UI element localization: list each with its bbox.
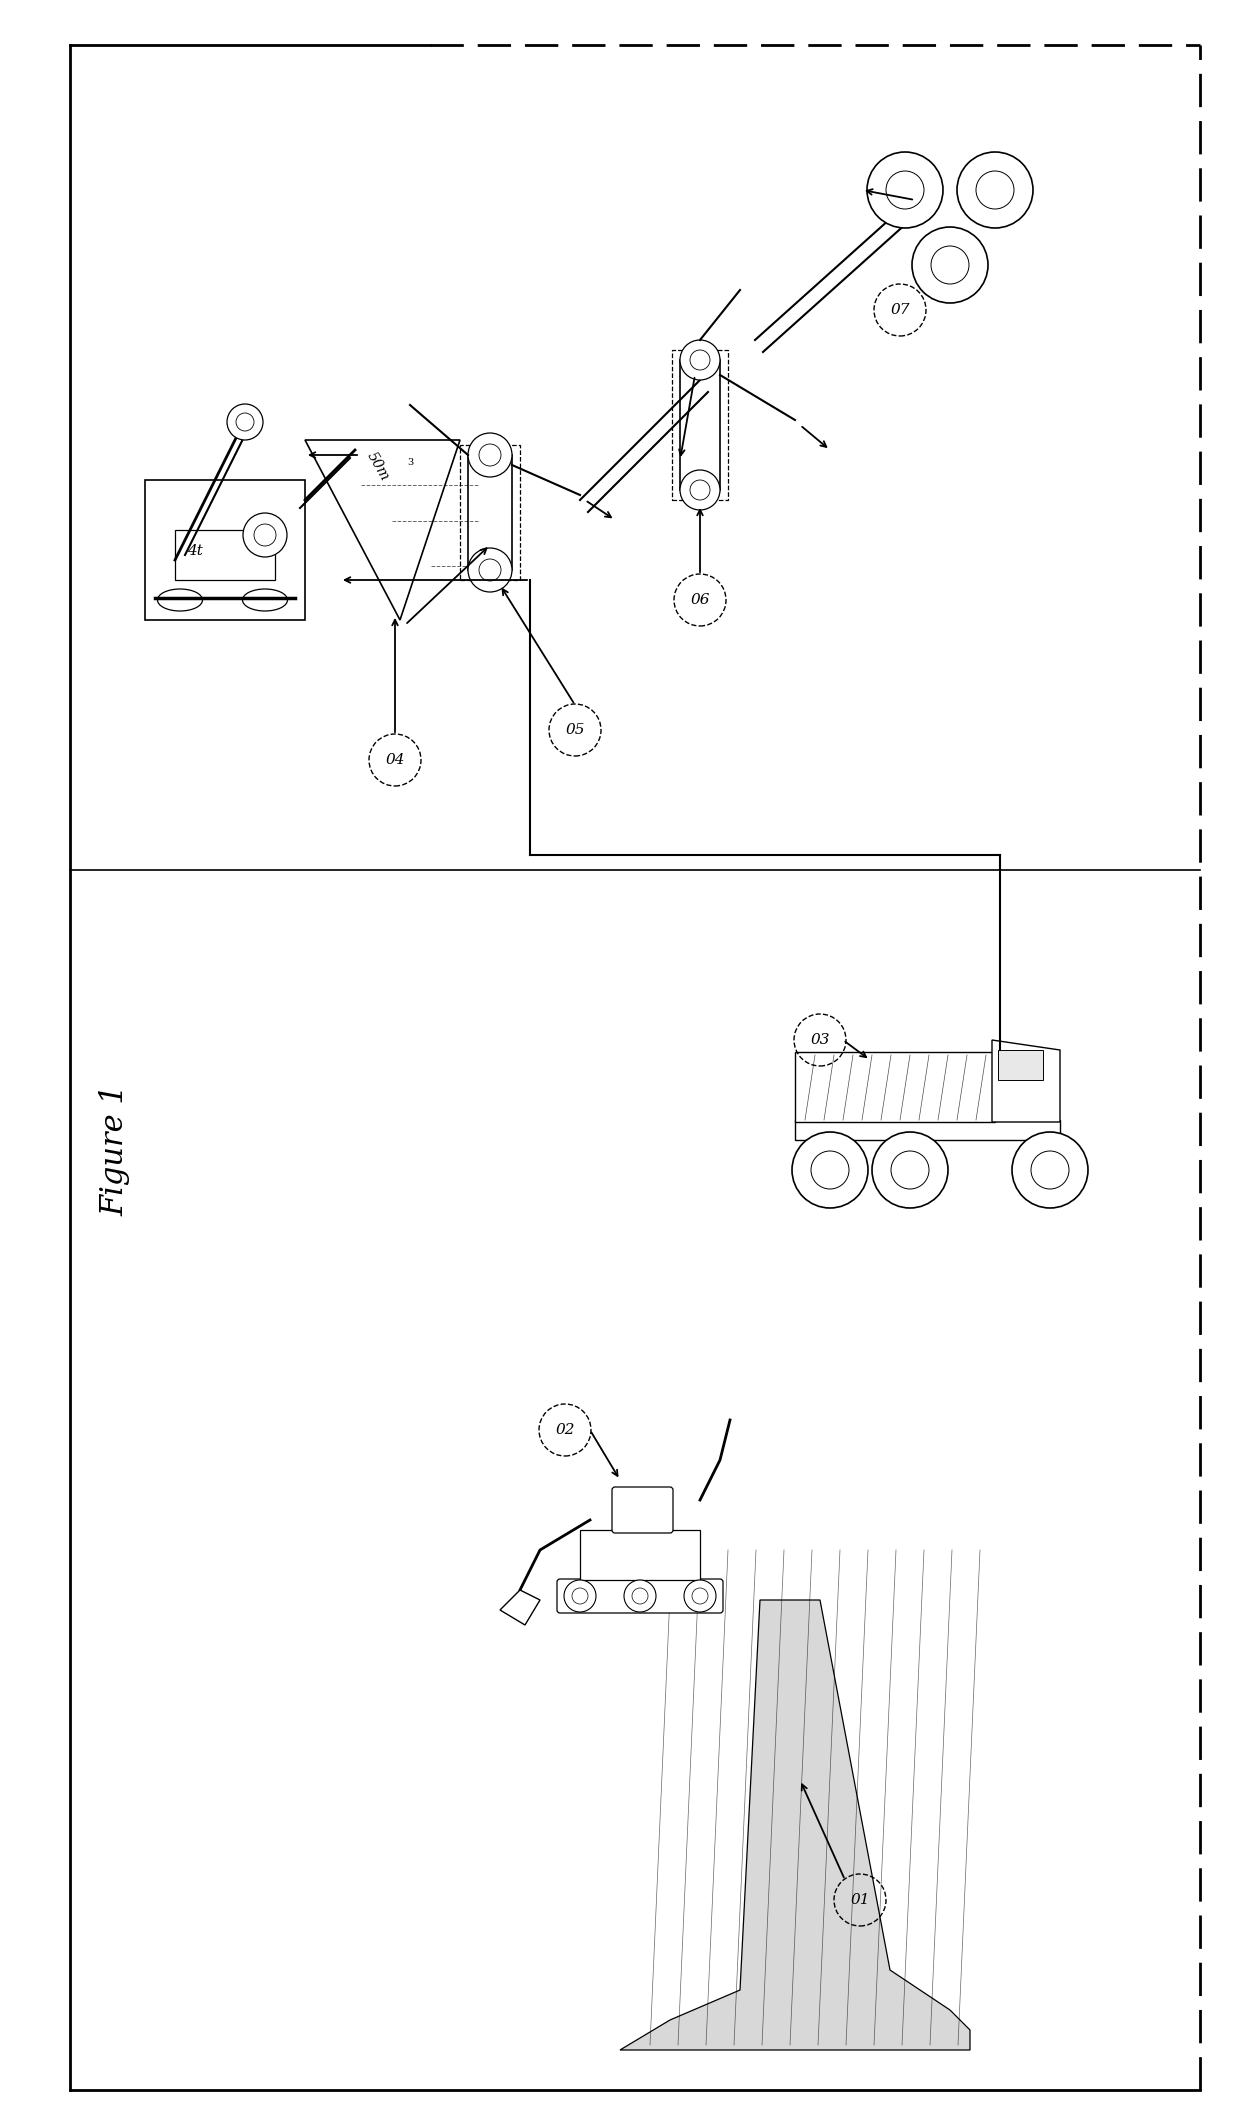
Circle shape <box>479 560 501 581</box>
Circle shape <box>1030 1152 1069 1190</box>
Circle shape <box>887 172 924 210</box>
Circle shape <box>632 1589 649 1603</box>
Circle shape <box>479 443 501 467</box>
Ellipse shape <box>243 590 288 611</box>
Text: 07: 07 <box>890 303 910 316</box>
Circle shape <box>692 1589 708 1603</box>
FancyBboxPatch shape <box>175 530 275 579</box>
Circle shape <box>976 172 1014 210</box>
FancyBboxPatch shape <box>145 479 305 619</box>
Circle shape <box>892 1152 929 1190</box>
Polygon shape <box>500 1591 539 1625</box>
Text: 06: 06 <box>691 594 709 607</box>
Text: 02: 02 <box>556 1423 575 1438</box>
Text: 4t: 4t <box>187 543 203 558</box>
FancyBboxPatch shape <box>613 1487 673 1533</box>
Circle shape <box>872 1133 949 1209</box>
Text: 50m: 50m <box>365 450 392 484</box>
Circle shape <box>467 547 512 592</box>
Circle shape <box>254 524 277 545</box>
Circle shape <box>957 153 1033 227</box>
Circle shape <box>243 513 286 558</box>
Circle shape <box>792 1133 868 1209</box>
FancyBboxPatch shape <box>998 1050 1043 1080</box>
Text: Figure 1: Figure 1 <box>99 1084 130 1215</box>
Circle shape <box>684 1580 715 1612</box>
Circle shape <box>624 1580 656 1612</box>
Circle shape <box>811 1152 849 1190</box>
FancyBboxPatch shape <box>580 1529 701 1580</box>
Circle shape <box>236 414 254 431</box>
Circle shape <box>572 1589 588 1603</box>
Text: 05: 05 <box>565 723 585 736</box>
FancyBboxPatch shape <box>795 1052 994 1122</box>
Circle shape <box>1012 1133 1087 1209</box>
Text: 01: 01 <box>851 1894 869 1907</box>
Text: 03: 03 <box>810 1033 830 1048</box>
Polygon shape <box>620 1599 970 2051</box>
Circle shape <box>911 227 988 303</box>
Circle shape <box>867 153 942 227</box>
Text: 04: 04 <box>386 753 404 768</box>
Polygon shape <box>305 439 460 619</box>
Circle shape <box>680 471 720 509</box>
FancyBboxPatch shape <box>795 1120 1060 1139</box>
Text: 3: 3 <box>407 458 413 467</box>
Circle shape <box>680 339 720 380</box>
Ellipse shape <box>157 590 202 611</box>
Circle shape <box>689 350 711 369</box>
FancyBboxPatch shape <box>557 1578 723 1612</box>
Circle shape <box>467 433 512 477</box>
Circle shape <box>689 479 711 501</box>
Circle shape <box>931 246 968 284</box>
Circle shape <box>227 403 263 439</box>
Circle shape <box>564 1580 596 1612</box>
Polygon shape <box>992 1039 1060 1122</box>
